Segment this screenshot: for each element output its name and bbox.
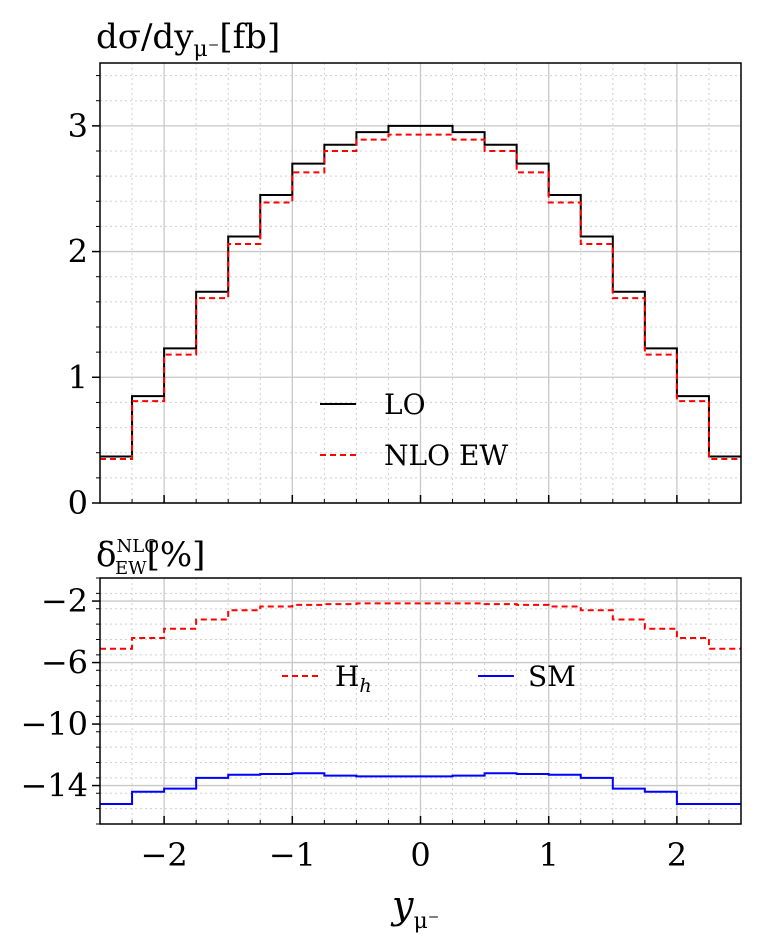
legend-hh-label: Hh	[335, 660, 372, 697]
top-panel-title: dσ/dyμ⁻[fb]	[96, 17, 280, 62]
bottom-title-sup: NLO	[116, 536, 158, 557]
legend-hh-main: H	[335, 660, 359, 693]
top-ytick-label: 1	[68, 358, 88, 396]
bottom-title-unit: [%]	[147, 535, 206, 575]
top-legend: LO NLO EW	[320, 388, 508, 472]
bottom-series-sm	[100, 772, 741, 806]
legend-lo-label: LO	[384, 388, 426, 421]
top-series-lo	[100, 124, 741, 458]
bottom-ytick-label: −10	[20, 705, 88, 743]
top-axes-frame	[99, 62, 742, 504]
bottom-xtick-label: 1	[539, 836, 559, 874]
bottom-xtick-label: 0	[410, 836, 430, 874]
top-grid	[100, 63, 741, 504]
bottom-axes-frame	[99, 577, 742, 825]
x-axis-label: yμ⁻	[390, 883, 439, 934]
bottom-panel-title: δNLO EW[%]	[96, 535, 205, 579]
legend-sm-label: SM	[528, 660, 576, 693]
top-title-unit: [fb]	[219, 17, 280, 57]
x-axis-label-main: y	[390, 883, 414, 927]
bottom-ticks: −2−6−10−14−2 −1 0 1 2	[20, 577, 710, 874]
top-title-main: dσ/dy	[96, 17, 194, 57]
top-ytick-label: 0	[68, 484, 88, 522]
top-series-nlo-ew	[100, 133, 741, 460]
bottom-xtick-label: −2	[141, 836, 188, 874]
bottom-xtick-label: −1	[269, 836, 316, 874]
top-ytick-label: 3	[68, 107, 88, 145]
bottom-ytick-label: −2	[41, 582, 88, 620]
bottom-ytick-label: −14	[20, 767, 88, 805]
bottom-series-h	[100, 602, 741, 650]
legend-nlo-label: NLO EW	[384, 439, 508, 472]
top-title-sub: μ⁻	[193, 37, 219, 62]
bottom-title-main: δ	[96, 535, 116, 575]
top-series	[100, 124, 741, 460]
bottom-panel: δNLO EW[%] −2−6−10−14−2 −1 0 1 2 Hh SM yμ⁻	[20, 535, 742, 934]
top-panel: dσ/dyμ⁻[fb] 0 1 2 3 LO NLO EW	[68, 17, 742, 522]
bottom-ytick-label: −6	[41, 644, 88, 682]
bottom-legend: Hh SM	[282, 660, 576, 697]
top-ticks: 0 1 2 3	[68, 75, 710, 522]
x-axis-label-sub: μ⁻	[413, 909, 439, 934]
top-ytick-label: 2	[68, 233, 88, 271]
bottom-title-sub: EW	[115, 558, 147, 579]
bottom-series	[100, 602, 741, 806]
bottom-xtick-label: 2	[667, 836, 687, 874]
legend-hh-sub: h	[359, 675, 371, 697]
